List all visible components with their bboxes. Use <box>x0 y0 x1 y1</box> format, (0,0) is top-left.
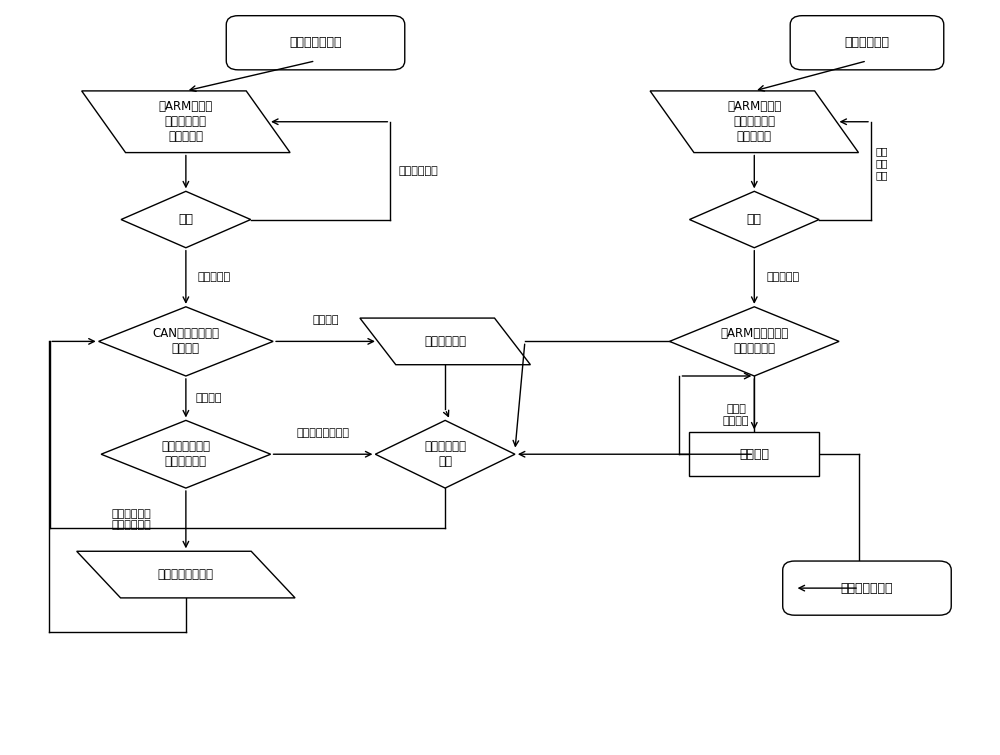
Polygon shape <box>670 307 839 376</box>
Text: 初始化完成: 初始化完成 <box>766 273 799 282</box>
Bar <box>689 433 819 476</box>
Text: CAN总线查询单元
模块状态: CAN总线查询单元 模块状态 <box>152 328 219 356</box>
Text: 过脉宽
过占空比: 过脉宽 过占空比 <box>723 405 749 426</box>
FancyBboxPatch shape <box>226 16 405 70</box>
Polygon shape <box>82 91 290 153</box>
Polygon shape <box>99 307 273 376</box>
FancyBboxPatch shape <box>790 16 944 70</box>
Polygon shape <box>650 91 859 153</box>
Text: 处理以太网指令
上报状态信息: 处理以太网指令 上报状态信息 <box>161 440 210 468</box>
Text: 副ARM处理器
硬件初始化、
时钟初始化: 副ARM处理器 硬件初始化、 时钟初始化 <box>727 100 781 143</box>
Text: 副ARM处理器检测
发射保护脉冲: 副ARM处理器检测 发射保护脉冲 <box>720 328 788 356</box>
Text: 收到查询指令
上报状态信息: 收到查询指令 上报状态信息 <box>111 509 151 531</box>
Text: 异常
信息
上报: 异常 信息 上报 <box>876 146 888 180</box>
Text: 主ARM处理器
硬件初始化、
时钟初始化: 主ARM处理器 硬件初始化、 时钟初始化 <box>159 100 213 143</box>
Text: 发射机上电开机: 发射机上电开机 <box>289 36 342 49</box>
Polygon shape <box>689 191 819 248</box>
Polygon shape <box>77 551 295 598</box>
Polygon shape <box>360 318 530 365</box>
Text: 状态正常: 状态正常 <box>196 393 222 403</box>
FancyBboxPatch shape <box>783 561 951 615</box>
Text: 人机界面数据处理: 人机界面数据处理 <box>158 568 214 581</box>
Polygon shape <box>101 421 271 488</box>
Text: 故障状态: 故障状态 <box>312 316 339 325</box>
Text: 紧急关机信号: 紧急关机信号 <box>844 36 889 49</box>
Text: 存储故障信息: 存储故障信息 <box>424 335 466 348</box>
Polygon shape <box>375 421 515 488</box>
Text: 自检: 自检 <box>747 213 762 226</box>
Text: 收到控制保护指令: 收到控制保护指令 <box>296 428 349 438</box>
Text: 发射机立即关机: 发射机立即关机 <box>841 581 893 595</box>
Text: 实施发射保护
控制: 实施发射保护 控制 <box>424 440 466 468</box>
Text: 异常信息上报: 异常信息上报 <box>398 165 438 176</box>
Text: 持续检测: 持续检测 <box>739 448 769 461</box>
Polygon shape <box>121 191 251 248</box>
Text: 自检: 自检 <box>178 213 193 226</box>
Text: 初始化完成: 初始化完成 <box>198 273 231 282</box>
